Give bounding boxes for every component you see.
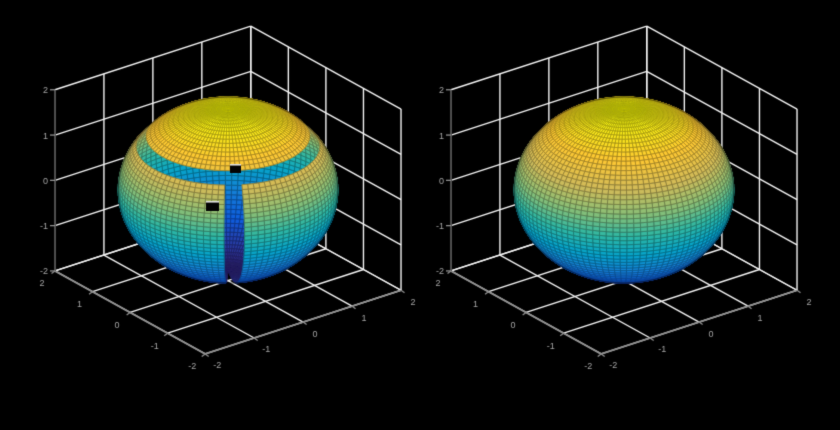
surface-plot-sphere-complete (420, 0, 840, 430)
surface-plot-sphere-missing-data (0, 0, 420, 430)
